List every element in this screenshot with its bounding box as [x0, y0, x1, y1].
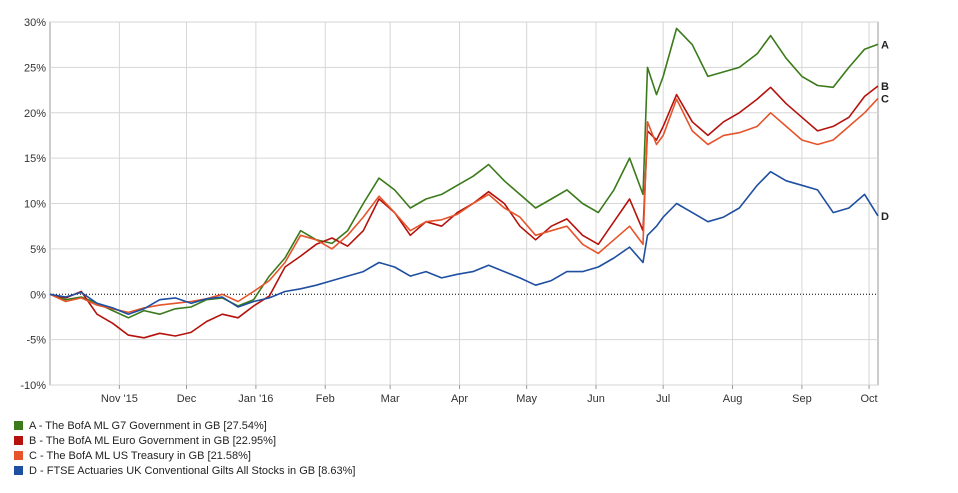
x-tick-label: Nov '15 [101, 393, 138, 405]
series-end-label-a: A [881, 39, 889, 51]
series-line-b [49, 85, 879, 339]
x-tick-label: Mar [381, 393, 400, 405]
x-tick-label: Aug [723, 393, 743, 405]
y-tick-label: 10% [24, 199, 46, 211]
legend-swatch [14, 451, 23, 460]
series-end-label-d: D [881, 211, 889, 223]
x-tick-label: Sep [792, 393, 812, 405]
y-tick-label: 25% [24, 62, 46, 74]
end-labels: A BC D [881, 39, 889, 223]
x-tick-label: Jun [587, 393, 605, 405]
chart-plot: -10% -5% 0% 5% 10% 15% 20% 25% 30% Nov '15 Dec Jan … [20, 17, 889, 405]
legend-swatch [14, 466, 23, 475]
y-tick-label: 30% [24, 17, 46, 29]
y-tick-label: -5% [26, 335, 46, 347]
legend-item-a: A - The BofA ML G7 Government in GB [27.… [14, 418, 355, 433]
y-tick-label: 15% [24, 153, 46, 165]
y-tick-label: -10% [20, 380, 46, 392]
legend-label: D - FTSE Actuaries UK Conventional Gilts… [29, 464, 356, 477]
series-lines [49, 27, 879, 339]
legend-swatch [14, 436, 23, 445]
series-end-label-b: B [881, 81, 889, 93]
legend-label: B - The BofA ML Euro Government in GB [2… [29, 434, 277, 447]
axes: -10% -5% 0% 5% 10% 15% 20% 25% 30% Nov '15 Dec Jan … [20, 17, 877, 405]
x-tick-label: Feb [316, 393, 335, 405]
y-tick-label: 20% [24, 108, 46, 120]
series-end-label-c: C [881, 93, 889, 105]
legend-label: C - The BofA ML US Treasury in GB [21.58… [29, 449, 251, 462]
series-line-d [49, 170, 879, 315]
legend-swatch [14, 421, 23, 430]
legend-item-d: D - FTSE Actuaries UK Conventional Gilts… [14, 463, 355, 478]
x-tick-label: May [516, 393, 537, 405]
x-tick-label: Apr [451, 393, 468, 405]
x-tick-label: Jul [656, 393, 670, 405]
x-tick-label: Jan '16 [238, 393, 273, 405]
x-tick-label: Dec [177, 393, 197, 405]
x-tick-label: Oct [860, 393, 877, 405]
legend-item-c: C - The BofA ML US Treasury in GB [21.58… [14, 448, 355, 463]
series-line-a [49, 27, 879, 319]
series-line-c [49, 97, 879, 314]
y-tick-label: 5% [30, 244, 46, 256]
legend: A - The BofA ML G7 Government in GB [27.… [14, 418, 355, 478]
legend-item-b: B - The BofA ML Euro Government in GB [2… [14, 433, 355, 448]
y-tick-label: 0% [30, 289, 46, 301]
legend-label: A - The BofA ML G7 Government in GB [27.… [29, 419, 267, 432]
